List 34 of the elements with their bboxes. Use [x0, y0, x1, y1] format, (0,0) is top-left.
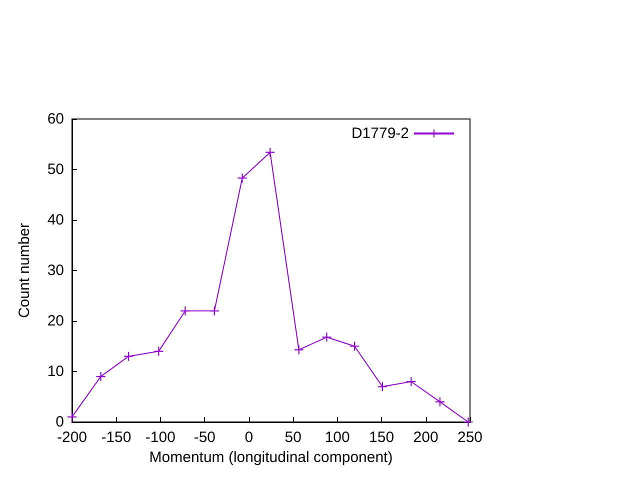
point	[96, 372, 106, 382]
point	[266, 148, 275, 157]
x-tick-label: -50	[194, 429, 216, 446]
x-tick-label: 50	[284, 429, 302, 446]
point	[350, 342, 360, 351]
point	[435, 397, 444, 406]
point	[238, 174, 247, 183]
point	[210, 306, 219, 316]
y-tick-label: 0	[56, 414, 64, 430]
point	[406, 377, 416, 386]
point	[68, 412, 76, 422]
x-tick-label: 100	[324, 429, 350, 446]
x-tick-label: 250	[457, 429, 483, 446]
x-tick-label: -200	[56, 429, 88, 446]
x-tick-label: 0	[244, 429, 254, 446]
point	[378, 382, 387, 392]
point	[180, 306, 190, 316]
y-tick-label: 40	[47, 212, 64, 228]
y-tick-label: 10	[47, 363, 64, 380]
x-tick-label: -100	[145, 429, 176, 446]
point	[294, 345, 304, 354]
y-tick-label: 20	[47, 312, 64, 330]
y-axis-title: Count number	[16, 222, 33, 318]
point	[124, 352, 134, 361]
x-tick-label: -150	[101, 429, 132, 446]
x-axis-title: Momentum (longitudinal component)	[149, 449, 393, 466]
y-tick-label: 60	[47, 110, 64, 128]
point	[322, 332, 332, 342]
x-tick-label: 200	[413, 429, 438, 446]
x-tick-label: 150	[369, 429, 394, 446]
y-tick-label: 30	[47, 262, 64, 279]
legend-label: D1779-2	[351, 125, 409, 142]
point	[154, 346, 164, 356]
y-tick-label: 50	[47, 161, 64, 178]
